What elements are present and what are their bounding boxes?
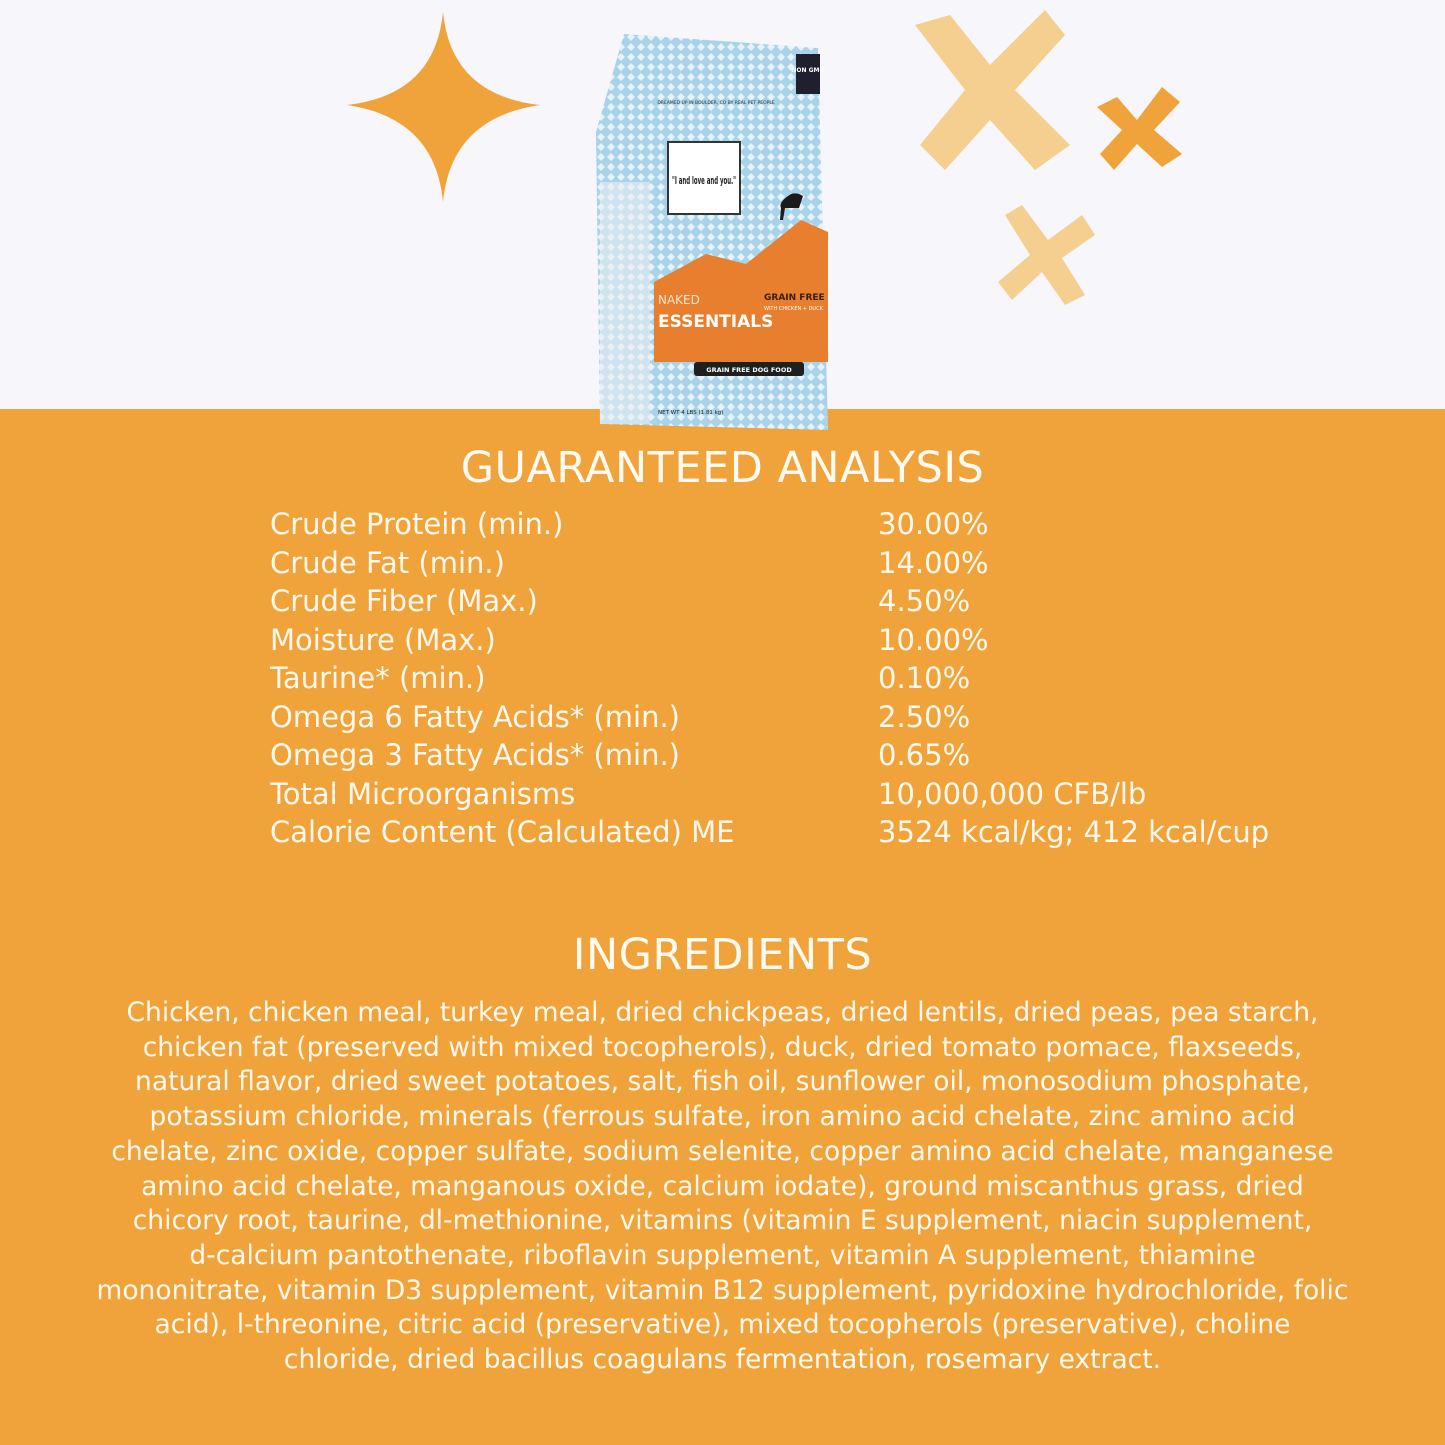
banner-label: GRAIN FREE DOG FOOD (706, 366, 792, 374)
analysis-row: Crude Fiber (Max.) 4.50% (270, 584, 1269, 623)
analysis-table: Crude Protein (min.) 30.00% Crude Fat (min… (270, 507, 1269, 854)
tagline: DREAMED UP IN BOULDER, CO BY REAL PET PE… (657, 100, 775, 106)
ingredients-line: mononitrate, vitamin D3 supplement, vita… (96, 1274, 1349, 1306)
ingredients-line: amino acid chelate, manganous oxide, cal… (141, 1170, 1304, 1202)
nutrient-value: 0.65% (878, 738, 971, 772)
sparkle-icon (347, 12, 540, 202)
ingredients-line: Chicken, chicken meal, turkey meal, drie… (126, 997, 1319, 1028)
ingredients-line: acid), l-threonine, citric acid (preserv… (154, 1309, 1291, 1341)
brand-logo: "I and love and you." (672, 174, 736, 187)
nutrient-value: 0.10% (878, 661, 971, 695)
analysis-row: Crude Fat (min.) 14.00% (270, 546, 1269, 585)
ingredients-line: chicken fat (preserved with mixed tocoph… (142, 1031, 1303, 1063)
variant-label: GRAIN FREE (764, 293, 825, 303)
nutrient-label: Crude Fiber (Max.) (270, 584, 538, 618)
nutrient-value: 4.50% (878, 584, 971, 618)
ingredients-line: potassium chloride, minerals (ferrous su… (149, 1101, 1296, 1133)
product-bag-image: NON GMO DREAMED UP IN BOULDER, CO BY REA… (596, 34, 828, 430)
nutrient-label: Omega 6 Fatty Acids* (min.) (270, 699, 680, 734)
analysis-row: Taurine* (min.) 0.10% (270, 661, 1269, 700)
variant-sub-label: WITH CHICKEN + DUCK (764, 306, 824, 312)
nutrient-value: 30.00% (878, 507, 989, 541)
ingredients-line: chloride, dried bacillus coagulans ferme… (283, 1344, 1162, 1376)
nutrient-value: 2.50% (878, 699, 971, 734)
nutrient-value: 10,000,000 CFB/lb (878, 776, 1147, 811)
nutrient-value: 3524 kcal/kg; 412 kcal/cup (878, 815, 1270, 849)
nutrient-label: Calorie Content (Calculated) ME (270, 815, 735, 849)
ingredients-line: natural flavor, dried sweet potatoes, sa… (135, 1066, 1310, 1098)
ingredients-line: chicory root, taurine, dl-methionine, vi… (132, 1205, 1313, 1237)
nutrient-label: Crude Protein (min.) (270, 507, 564, 541)
analysis-row: Omega 3 Fatty Acids* (min.) 0.65% (270, 738, 1269, 777)
analysis-row: Calorie Content (Calculated) ME 3524 kcal… (270, 815, 1269, 854)
ingredients-line: d-calcium pantothenate, riboflavin suppl… (189, 1239, 1256, 1271)
analysis-row: Omega 6 Fatty Acids* (min.) 2.50% (270, 700, 1269, 739)
ingredients-title: INGREDIENTS (572, 930, 873, 980)
analysis-row: Crude Protein (min.) 30.00% (270, 507, 1269, 546)
cross-icon (998, 205, 1095, 305)
net-weight: NET WT 4 LBS (1.81 kg) (658, 410, 723, 416)
nutrient-value: 14.00% (878, 545, 989, 580)
non-gmo-badge: NON GMO (791, 67, 824, 74)
nutrient-label: Total Microorganisms (270, 776, 576, 811)
nutrient-label: Crude Fat (min.) (270, 545, 505, 580)
cross-icon (915, 10, 1070, 170)
analysis-title: GUARANTEED ANALYSIS (460, 443, 985, 493)
cross-icon (1097, 87, 1182, 170)
analysis-row: Moisture (Max.) 10.00% (270, 623, 1269, 662)
product-line-2: ESSENTIALS (658, 312, 773, 332)
ingredients-line: chelate, zinc oxide, copper sulfate, sod… (111, 1135, 1334, 1167)
ingredients-text: Chicken, chicken meal, turkey meal, drie… (0, 996, 1445, 1378)
nutrient-label: Taurine* (min.) (270, 661, 486, 695)
analysis-row: Total Microorganisms 10,000,000 CFB/lb (270, 777, 1269, 816)
product-line: NAKED (658, 293, 700, 307)
nutrient-label: Moisture (Max.) (270, 622, 496, 657)
nutrient-value: 10.00% (878, 622, 989, 657)
nutrient-label: Omega 3 Fatty Acids* (min.) (270, 738, 680, 772)
